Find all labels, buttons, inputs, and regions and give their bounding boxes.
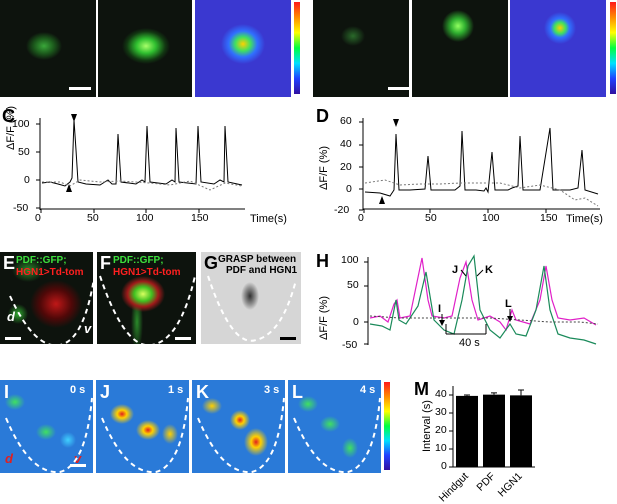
- panel-letter-e: E: [3, 253, 16, 273]
- y-tick-label: 40: [340, 138, 352, 150]
- y-tick-label: 30: [435, 406, 447, 418]
- panel-b-image-2: [412, 0, 508, 97]
- x-tick-label: 50: [425, 212, 437, 224]
- bar: [483, 394, 505, 467]
- x-tick-label: 0: [358, 212, 364, 224]
- panel-letter-d: D: [316, 106, 329, 126]
- frame-time: 3 s: [264, 384, 280, 396]
- panel-letter-h: H: [316, 251, 329, 271]
- scale-bar: [70, 464, 86, 467]
- frame-letter-j: J: [100, 382, 111, 402]
- marker-j: J: [452, 264, 459, 276]
- x-tick-label: 100: [482, 212, 500, 224]
- x-axis-label: Time(s): [566, 213, 603, 225]
- ventral-label: v: [84, 321, 92, 336]
- y-tick-label: 60: [340, 115, 352, 127]
- y-tick-label: 0: [353, 316, 359, 328]
- panel-letter-g: G: [204, 253, 219, 273]
- y-tick-label: 20: [340, 161, 352, 173]
- frame-j-image: [96, 380, 189, 473]
- x-tick-label: 0: [35, 212, 41, 224]
- colorbar-b: [610, 2, 616, 94]
- panel-letter-m: M: [414, 379, 429, 399]
- x-axis-label: Time(s): [250, 213, 287, 225]
- panel-letter-f: F: [100, 253, 111, 273]
- frame-letter-i: I: [4, 382, 10, 402]
- marker-i: I: [438, 303, 442, 315]
- dorsal-label: d: [5, 451, 13, 466]
- scale-bar: [69, 87, 91, 90]
- y-tick-label: 50: [18, 146, 30, 158]
- y-tick-label: 50: [347, 279, 359, 291]
- panel-g-image: [201, 252, 301, 344]
- y-tick-label: 0: [441, 460, 447, 472]
- y-tick-label: 20: [435, 424, 447, 436]
- y-tick-label: 10: [435, 442, 447, 454]
- label-grasp-line2: PDF and HGN1: [226, 265, 298, 276]
- bar: [456, 395, 478, 467]
- frame-letter-k: K: [196, 382, 209, 402]
- scale-bar: [5, 337, 21, 340]
- time-scalebar-label: 40 s: [459, 337, 480, 349]
- error-bar: [491, 392, 497, 395]
- colorbar-frames: [384, 382, 390, 470]
- frame-letter-l: L: [292, 382, 303, 402]
- frame-time: 0 s: [70, 384, 86, 396]
- frame-time: 1 s: [168, 384, 184, 396]
- y-tick-label: 100: [12, 118, 30, 130]
- panel-letter-c: C: [2, 106, 15, 126]
- y-tick-label: 100: [341, 254, 359, 266]
- scale-bar: [175, 337, 191, 340]
- x-tick-label: 150: [540, 212, 558, 224]
- panel-b-heatmap: [510, 0, 606, 97]
- label-gfp: PDF::GFP;: [16, 255, 67, 266]
- scale-bar: [388, 87, 410, 90]
- x-tick-label: 150: [191, 212, 209, 224]
- label-tom: HGN1>Td-tom: [113, 267, 181, 278]
- panel-e-image: [0, 252, 93, 344]
- marker-k: K: [485, 264, 493, 276]
- marker-l: L: [505, 298, 512, 310]
- frame-k-image: [192, 380, 285, 473]
- panel-b-image-1: [313, 0, 409, 97]
- colorbar-a: [294, 2, 300, 94]
- y-tick-label: 0: [346, 183, 352, 195]
- frame-time: 4 s: [360, 384, 376, 396]
- label-gfp: PDF::GFP;: [113, 255, 164, 266]
- error-bar: [518, 389, 524, 396]
- panel-a-heatmap: [195, 0, 291, 97]
- x-tick-label: 50: [87, 212, 99, 224]
- y-tick-label: -50: [342, 339, 358, 351]
- x-tick-label: 100: [136, 212, 154, 224]
- y-tick-label: 40: [435, 388, 447, 400]
- y-tick-label: -50: [13, 202, 29, 214]
- scale-bar: [280, 337, 296, 340]
- panel-f-image: [97, 252, 196, 344]
- panel-a-image-1: [0, 0, 96, 97]
- label-grasp-line1: GRASP between: [218, 254, 297, 265]
- y-tick-label: 0: [24, 174, 30, 186]
- bar: [510, 395, 532, 467]
- panel-a-image-2: [98, 0, 192, 97]
- y-tick-label: -20: [334, 204, 350, 216]
- frame-i-image: [0, 380, 93, 473]
- frame-l-image: [288, 380, 381, 473]
- error-bar: [464, 394, 470, 396]
- dorsal-label: d: [7, 309, 15, 324]
- label-tom: HGN1>Td-tom: [16, 267, 84, 278]
